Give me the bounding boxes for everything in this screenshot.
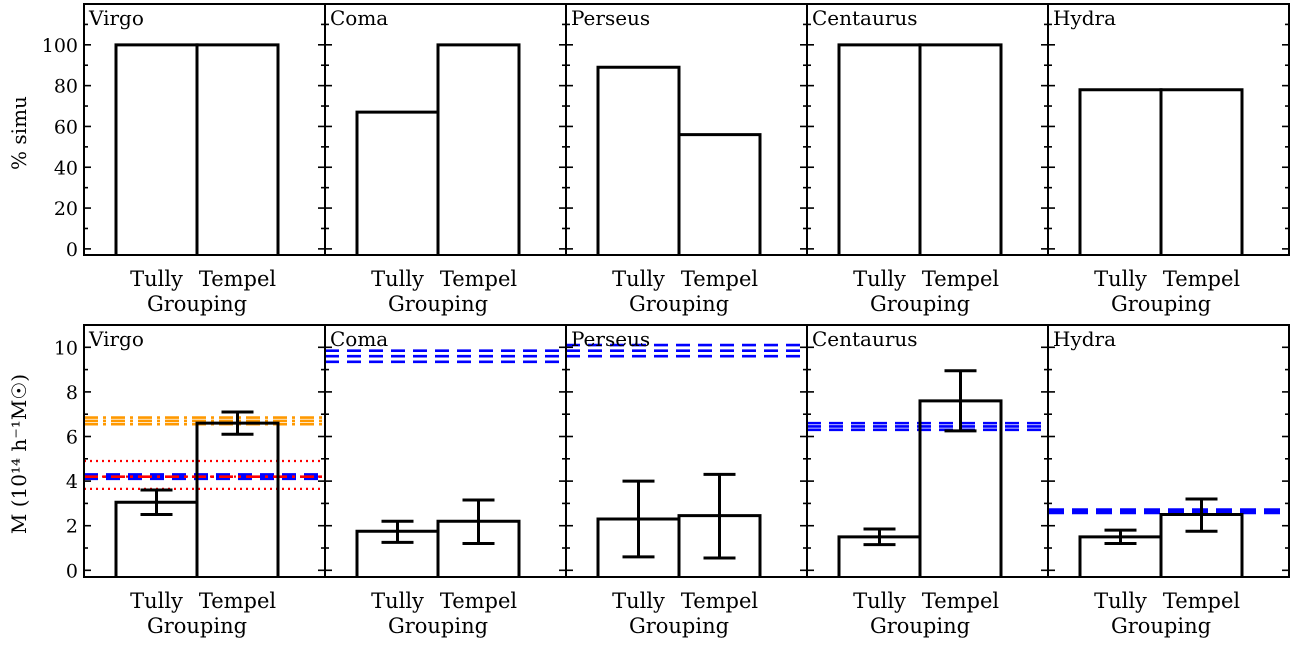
y-tick-label: 10 <box>54 337 78 359</box>
x-category-label: Tully <box>1094 589 1147 613</box>
x-axis-label: Grouping <box>870 614 970 638</box>
x-axis-label: Grouping <box>388 292 488 316</box>
x-category-label: Tully <box>1094 267 1147 291</box>
y-tick-label: 6 <box>66 427 78 449</box>
x-category-label: Tully <box>371 589 424 613</box>
x-category-label: Tempel <box>681 267 759 291</box>
bar-tempel <box>195 43 280 255</box>
error-bar-tempel <box>944 369 977 433</box>
panel-title: Virgo <box>88 327 144 351</box>
error-bar-tempel <box>462 498 495 546</box>
x-category-label: Tully <box>130 589 183 613</box>
error-bar-tempel <box>703 472 736 560</box>
y-tick-label: 0 <box>66 239 78 261</box>
x-category-label: Tempel <box>922 589 1000 613</box>
y-tick-label: 4 <box>66 471 78 493</box>
x-axis-label: Grouping <box>1111 614 1211 638</box>
error-bar-tempel <box>1185 497 1218 533</box>
panel-frame <box>565 324 808 578</box>
panel-title: Centaurus <box>812 327 918 351</box>
x-axis-label: Grouping <box>870 292 970 316</box>
y-tick-label: 40 <box>54 157 78 179</box>
x-category-label: Tempel <box>440 589 518 613</box>
error-bar-tully <box>381 519 414 544</box>
x-axis-label: Grouping <box>629 614 729 638</box>
y-tick-label: 2 <box>66 516 78 538</box>
bar-tempel <box>918 43 1003 255</box>
x-axis-label: Grouping <box>1111 292 1211 316</box>
panel-title: Coma <box>330 327 388 351</box>
x-category-label: Tempel <box>199 589 277 613</box>
x-category-label: Tully <box>612 267 665 291</box>
x-category-label: Tully <box>853 589 906 613</box>
error-bar-tempel <box>221 410 254 436</box>
error-bar-tully <box>1104 528 1137 546</box>
panel-frame <box>806 324 1049 578</box>
panel-title: Hydra <box>1053 6 1116 30</box>
panel-frame <box>565 3 808 256</box>
panel-title: Coma <box>330 6 388 30</box>
panel-title: Hydra <box>1053 327 1116 351</box>
error-bar-tully <box>622 479 655 559</box>
panel-title: Centaurus <box>812 6 918 30</box>
x-category-label: Tully <box>371 267 424 291</box>
panel-frame <box>1047 324 1290 578</box>
panel-title: Perseus <box>571 327 650 351</box>
panel-title: Virgo <box>88 6 144 30</box>
bar-tully <box>837 43 922 255</box>
y-tick-label: 0 <box>66 560 78 582</box>
error-bar-tully <box>140 488 173 517</box>
bar-tully <box>114 43 199 255</box>
x-category-label: Tully <box>130 267 183 291</box>
x-category-label: Tempel <box>1163 267 1241 291</box>
bar-tully <box>596 65 681 255</box>
x-category-label: Tully <box>853 267 906 291</box>
bar-tempel <box>436 43 521 255</box>
panel-title: Perseus <box>571 6 650 30</box>
row0-ylabel: % simu <box>7 96 31 170</box>
x-category-label: Tempel <box>681 589 759 613</box>
bar-tempel <box>195 421 280 577</box>
panel-frame <box>1047 3 1290 256</box>
error-bar-tully <box>863 527 896 547</box>
panel-frame <box>324 3 567 256</box>
bar-tully <box>1078 88 1163 255</box>
x-category-label: Tempel <box>199 267 277 291</box>
panel-frame <box>806 3 1049 256</box>
row1-ylabel: M (10¹⁴ h⁻¹M☉) <box>7 374 31 534</box>
x-axis-label: Grouping <box>147 614 247 638</box>
x-category-label: Tully <box>612 589 665 613</box>
x-category-label: Tempel <box>922 267 1000 291</box>
x-category-label: Tempel <box>1163 589 1241 613</box>
x-category-label: Tempel <box>440 267 518 291</box>
x-axis-label: Grouping <box>629 292 729 316</box>
y-tick-label: 8 <box>66 382 78 404</box>
bar-tempel <box>1159 88 1244 255</box>
x-axis-label: Grouping <box>147 292 247 316</box>
y-tick-label: 60 <box>54 116 78 138</box>
bar-tully <box>355 110 440 255</box>
y-tick-label: 80 <box>54 76 78 98</box>
y-tick-label: 20 <box>54 198 78 220</box>
panel-frame <box>83 324 326 578</box>
panel-frame <box>83 3 326 256</box>
y-tick-label: 100 <box>42 35 78 57</box>
x-axis-label: Grouping <box>388 614 488 638</box>
bar-tempel <box>677 133 762 255</box>
